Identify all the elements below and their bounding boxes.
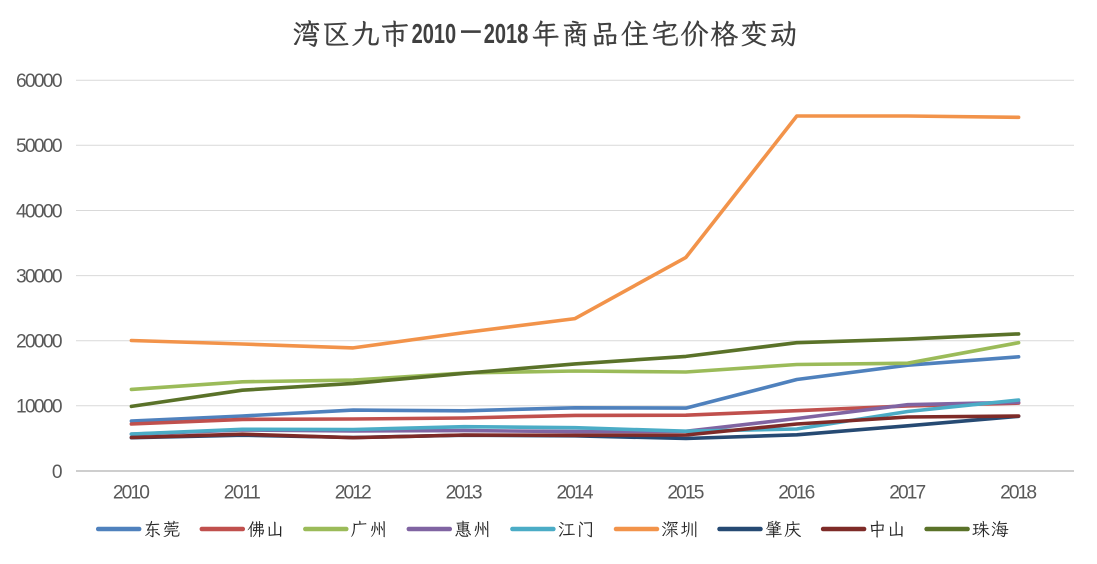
svg-text:2014: 2014: [557, 483, 594, 504]
svg-text:2015: 2015: [667, 483, 704, 504]
svg-text:2018: 2018: [1000, 483, 1037, 504]
svg-text:2010: 2010: [113, 483, 150, 504]
svg-text:50000: 50000: [16, 136, 63, 157]
svg-text:2016: 2016: [778, 483, 815, 504]
svg-text:20000: 20000: [16, 332, 63, 353]
svg-text:30000: 30000: [16, 266, 63, 287]
svg-text:0: 0: [52, 462, 63, 483]
svg-text:2017: 2017: [889, 483, 926, 504]
svg-text:2012: 2012: [335, 483, 372, 504]
svg-text:40000: 40000: [16, 201, 63, 222]
svg-text:10000: 10000: [16, 397, 63, 418]
svg-text:2011: 2011: [224, 483, 261, 504]
svg-text:2018: 2018: [484, 19, 529, 50]
svg-text:2010: 2010: [412, 19, 457, 50]
svg-text:2013: 2013: [446, 483, 483, 504]
svg-text:60000: 60000: [16, 71, 63, 92]
